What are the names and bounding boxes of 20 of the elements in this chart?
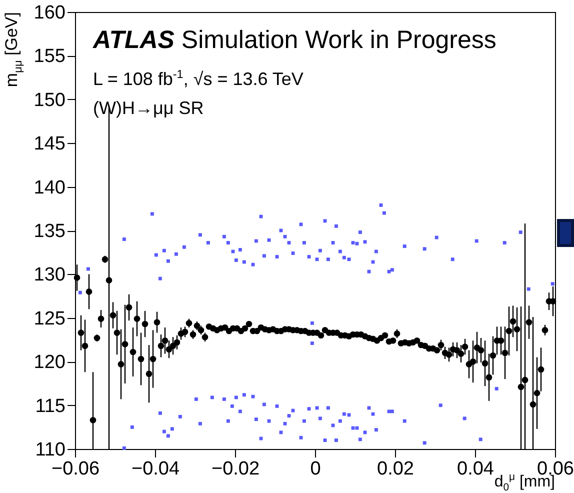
annotation: (W)H→μμ SR <box>93 98 204 119</box>
x-tick-label: 0.02 <box>377 458 414 480</box>
y-tick-label: 140 <box>34 177 66 198</box>
y-tick-label: 135 <box>34 221 66 242</box>
y-tick-label: 155 <box>34 46 66 68</box>
x-tick-label: 0 <box>310 458 321 480</box>
y-tick-label: 145 <box>34 134 66 155</box>
y-tick-label: 150 <box>34 90 66 111</box>
y-tick-label: 120 <box>34 352 66 374</box>
text: ATLAS Simulation Work in Progress <box>93 26 496 55</box>
y-tick-label: 125 <box>34 308 66 330</box>
y-tick-label: 160 <box>34 2 66 24</box>
x-tick-label: 0.04 <box>457 458 494 480</box>
y-tick-label: 115 <box>35 396 66 417</box>
x-tick-label: −0.06 <box>51 458 100 480</box>
annotation: L = 108 fb$^{-1}$, √s = 13.6 TeV <box>93 68 304 90</box>
y-tick-label: 110 <box>35 440 66 460</box>
x-tick-label: −0.04 <box>131 458 180 480</box>
y-tick-label: 130 <box>34 264 66 286</box>
x-tick-label: −0.02 <box>211 458 260 480</box>
